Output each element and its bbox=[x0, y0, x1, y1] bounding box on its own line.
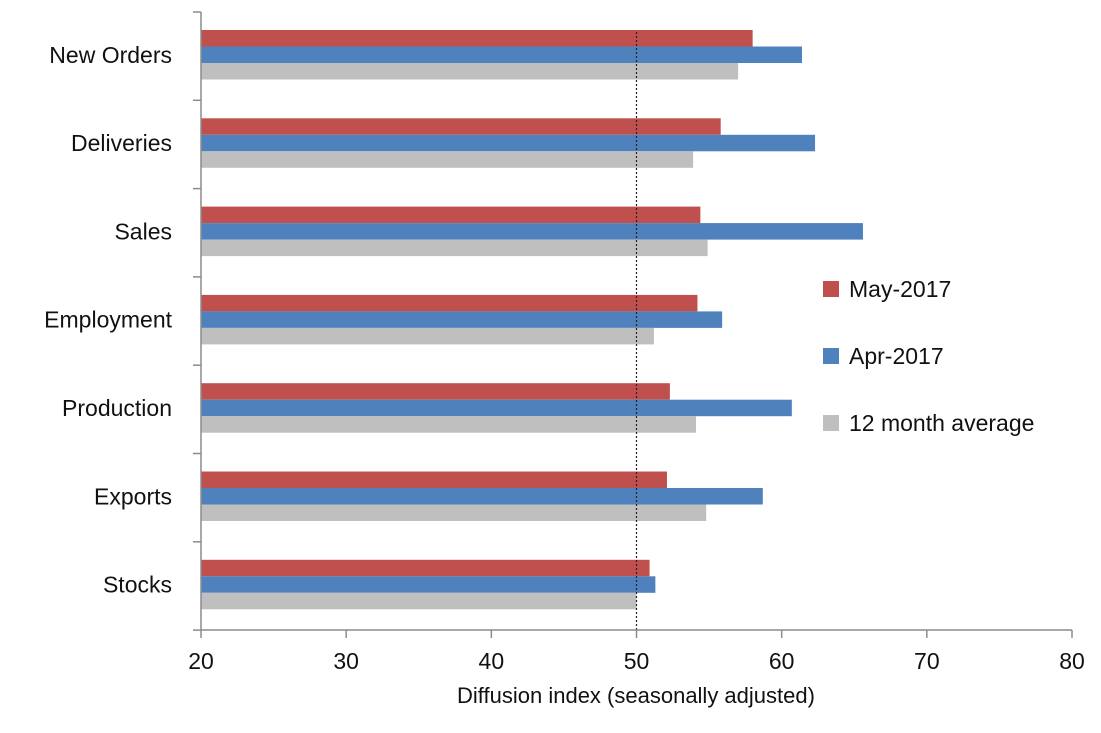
legend-label-12-month-average: 12 month average bbox=[849, 410, 1034, 436]
bar-sales-may-2017 bbox=[201, 206, 701, 224]
bar-deliveries-may-2017 bbox=[201, 118, 721, 135]
legend-swatch-may-2017 bbox=[823, 281, 839, 297]
x-tick-label-20: 20 bbox=[188, 648, 214, 674]
legend-label-may-2017: May-2017 bbox=[849, 276, 951, 302]
bar-employment-apr-2017 bbox=[201, 311, 723, 328]
bar-sales-apr-2017 bbox=[201, 223, 863, 240]
bar-stocks-may-2017 bbox=[201, 559, 650, 577]
bar-production-12-month-average bbox=[201, 416, 697, 433]
bar-production-apr-2017 bbox=[201, 399, 792, 417]
category-label-deliveries: Deliveries bbox=[71, 130, 172, 156]
legend-label-apr-2017: Apr-2017 bbox=[849, 343, 944, 369]
legend-swatch-apr-2017 bbox=[823, 348, 839, 364]
legend: May-2017 Apr-2017 12 month average bbox=[823, 276, 1034, 436]
bar-new-orders-12-month-average bbox=[201, 63, 739, 80]
x-tick-label-70: 70 bbox=[914, 648, 940, 674]
x-tick-label-80: 80 bbox=[1059, 648, 1085, 674]
x-tick-label-50: 50 bbox=[624, 648, 650, 674]
x-tick-label-60: 60 bbox=[769, 648, 795, 674]
bars-layer bbox=[201, 30, 863, 610]
bar-deliveries-12-month-average bbox=[201, 151, 694, 168]
legend-swatch-12-month-average bbox=[823, 415, 839, 431]
axes-layer bbox=[193, 11, 1073, 638]
category-label-stocks: Stocks bbox=[103, 572, 172, 598]
labels-layer: New Orders Deliveries Sales Employment Produ… bbox=[44, 42, 1085, 674]
bar-sales-12-month-average bbox=[201, 239, 708, 257]
bar-new-orders-may-2017 bbox=[201, 30, 753, 47]
bar-deliveries-apr-2017 bbox=[201, 134, 816, 152]
bar-exports-12-month-average bbox=[201, 504, 707, 521]
category-label-sales: Sales bbox=[114, 218, 172, 244]
bar-exports-may-2017 bbox=[201, 471, 667, 488]
bar-employment-12-month-average bbox=[201, 327, 654, 345]
bar-exports-apr-2017 bbox=[201, 488, 763, 505]
x-tick-label-30: 30 bbox=[333, 648, 359, 674]
bar-stocks-12-month-average bbox=[201, 592, 637, 610]
bar-stocks-apr-2017 bbox=[201, 576, 656, 593]
category-label-production: Production bbox=[62, 395, 172, 421]
category-label-new-orders: New Orders bbox=[49, 42, 172, 68]
x-tick-label-40: 40 bbox=[479, 648, 505, 674]
category-label-employment: Employment bbox=[44, 307, 172, 333]
bar-new-orders-apr-2017 bbox=[201, 46, 802, 63]
x-axis-title: Diffusion index (seasonally adjusted) bbox=[457, 683, 815, 708]
category-label-exports: Exports bbox=[94, 483, 172, 509]
bar-production-may-2017 bbox=[201, 383, 670, 400]
bar-employment-may-2017 bbox=[201, 294, 698, 312]
